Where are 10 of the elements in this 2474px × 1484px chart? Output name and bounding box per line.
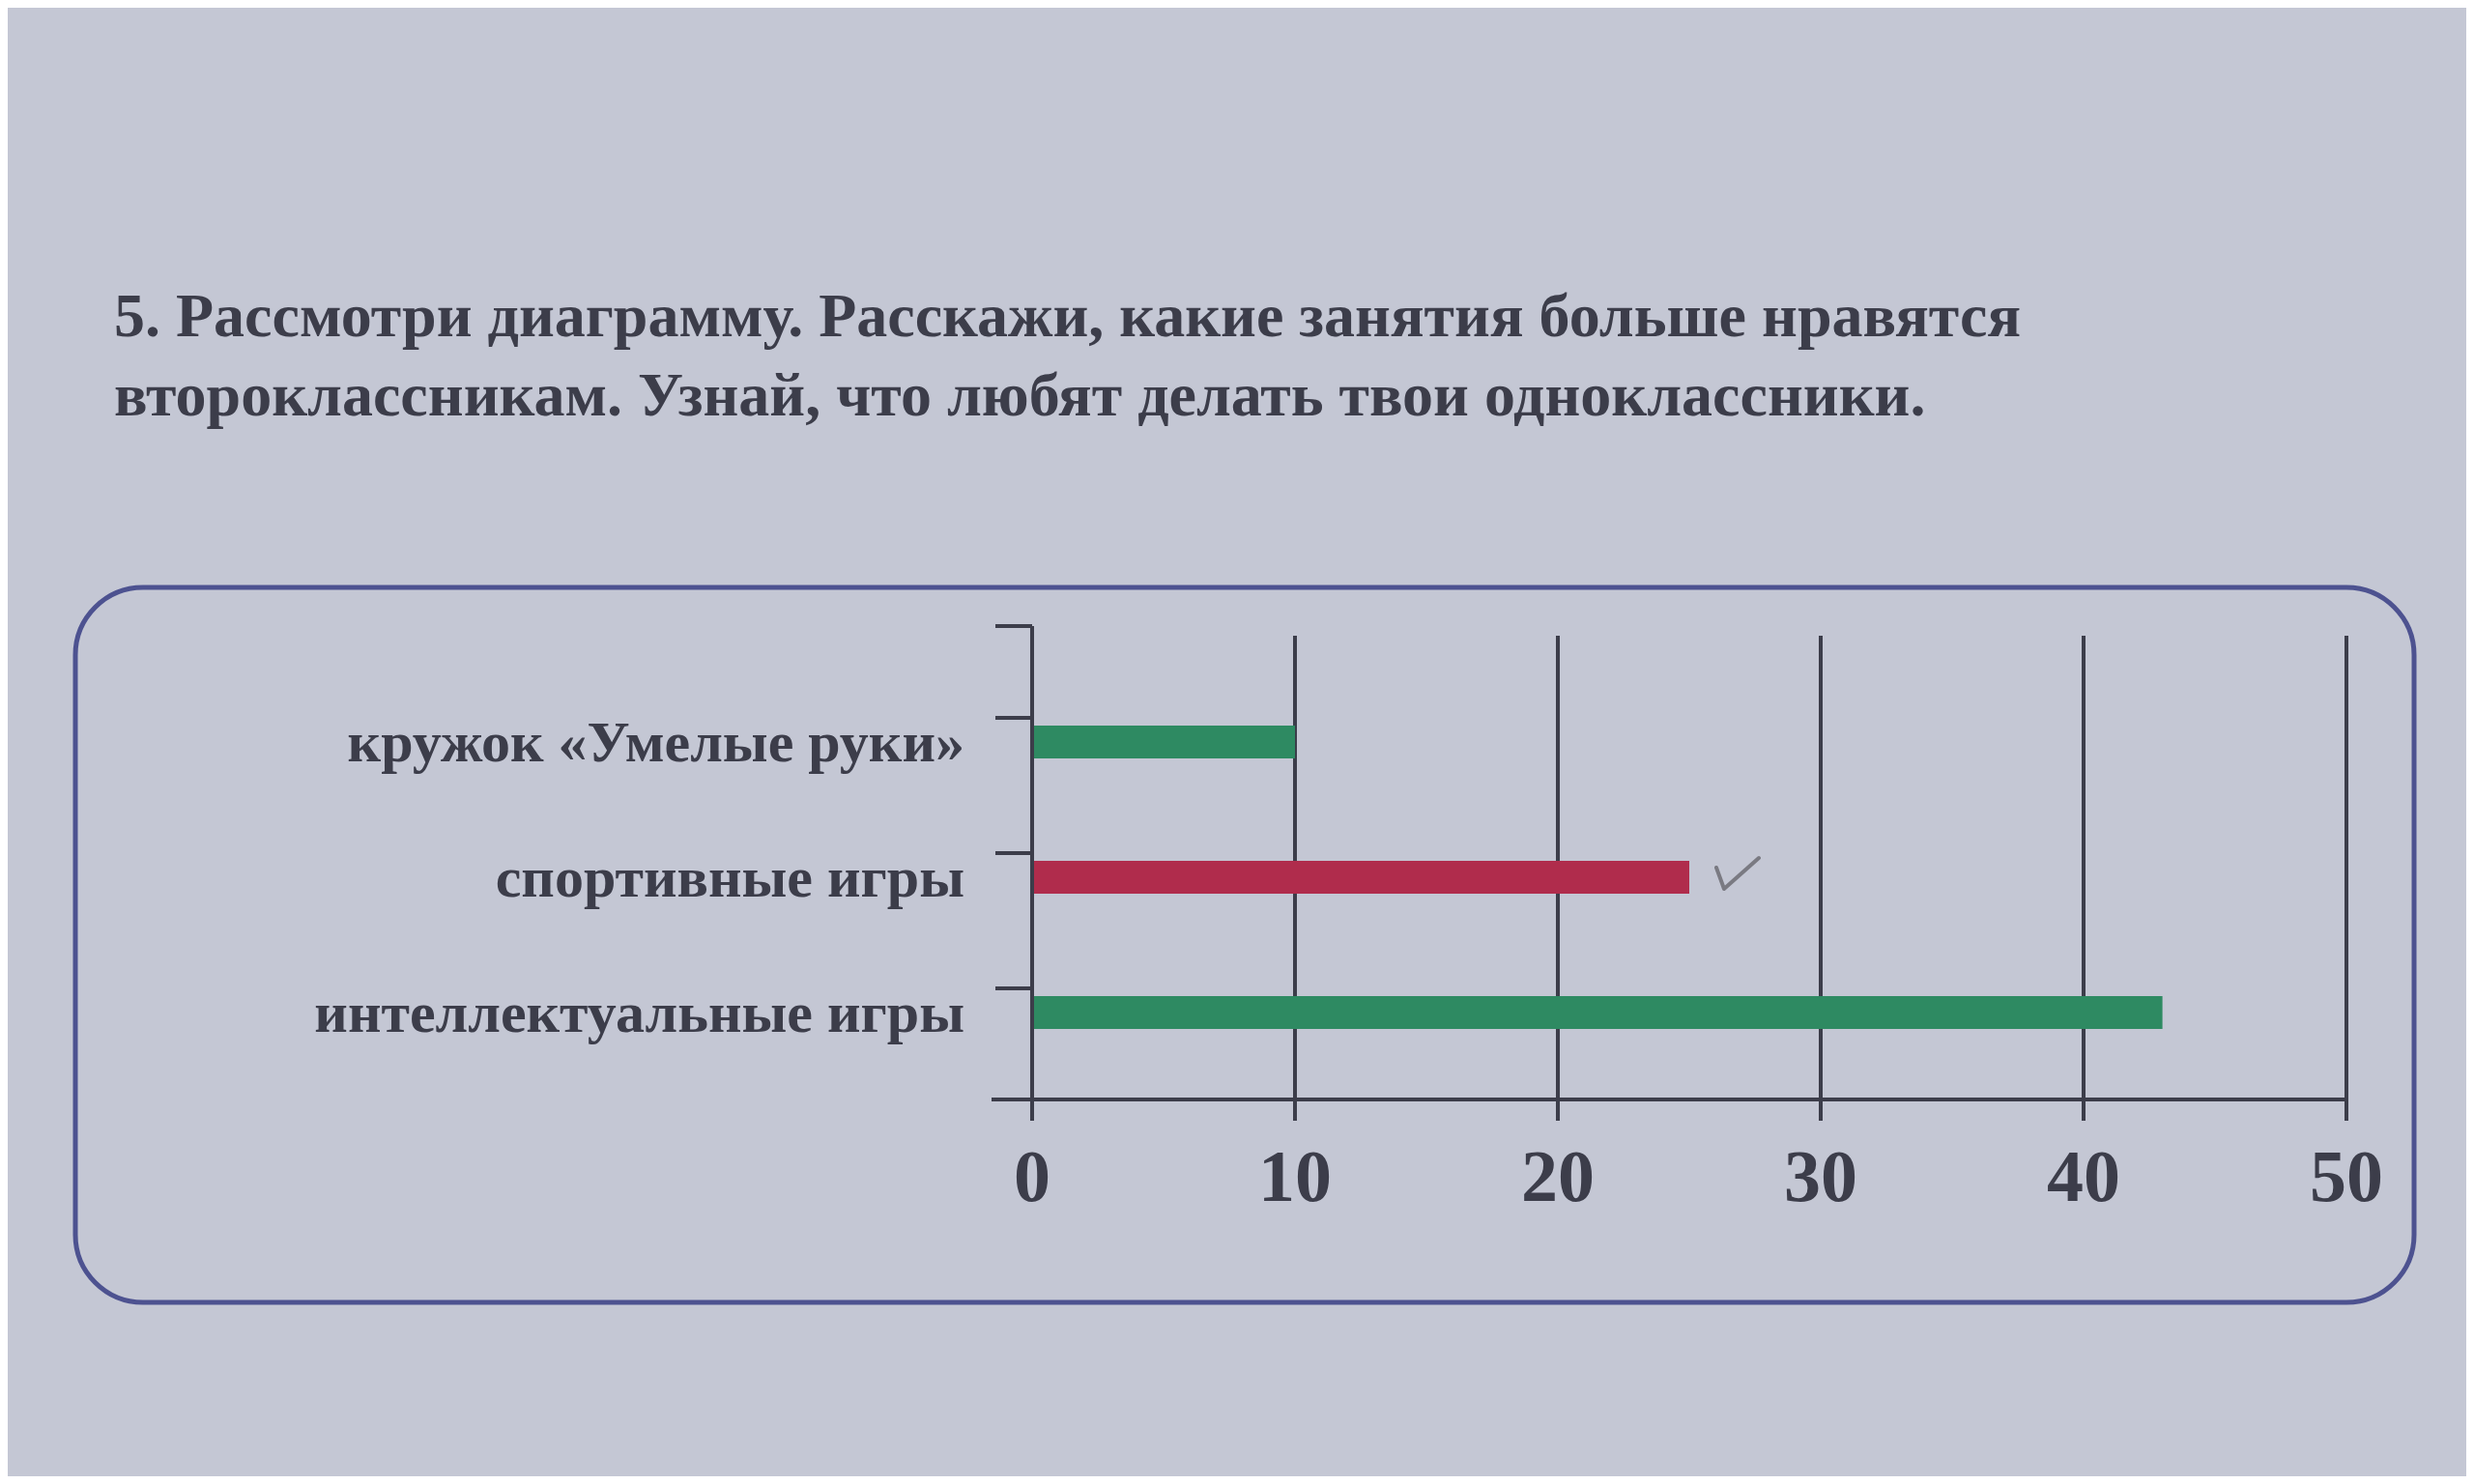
- x-tick-label: 50: [2310, 1135, 2383, 1216]
- y-tick-label: интеллектуальные игры: [314, 981, 964, 1044]
- y-tick-label: кружок «Умелые руки»: [347, 710, 964, 774]
- x-tick-label: 0: [1014, 1135, 1050, 1216]
- chart-title: 5. Рассмотри диаграмму. Расскажи, какие занятия больше нравятся второклассникам. Узнай, что любят делать твои одноклассники.: [114, 281, 2022, 429]
- y-tick-label: спортивные игры: [495, 845, 964, 909]
- x-tick-label: 10: [1258, 1135, 1332, 1216]
- x-tick-label: 30: [1784, 1135, 1857, 1216]
- x-tick-label: 40: [2047, 1135, 2120, 1216]
- x-tick-label: 20: [1521, 1135, 1595, 1216]
